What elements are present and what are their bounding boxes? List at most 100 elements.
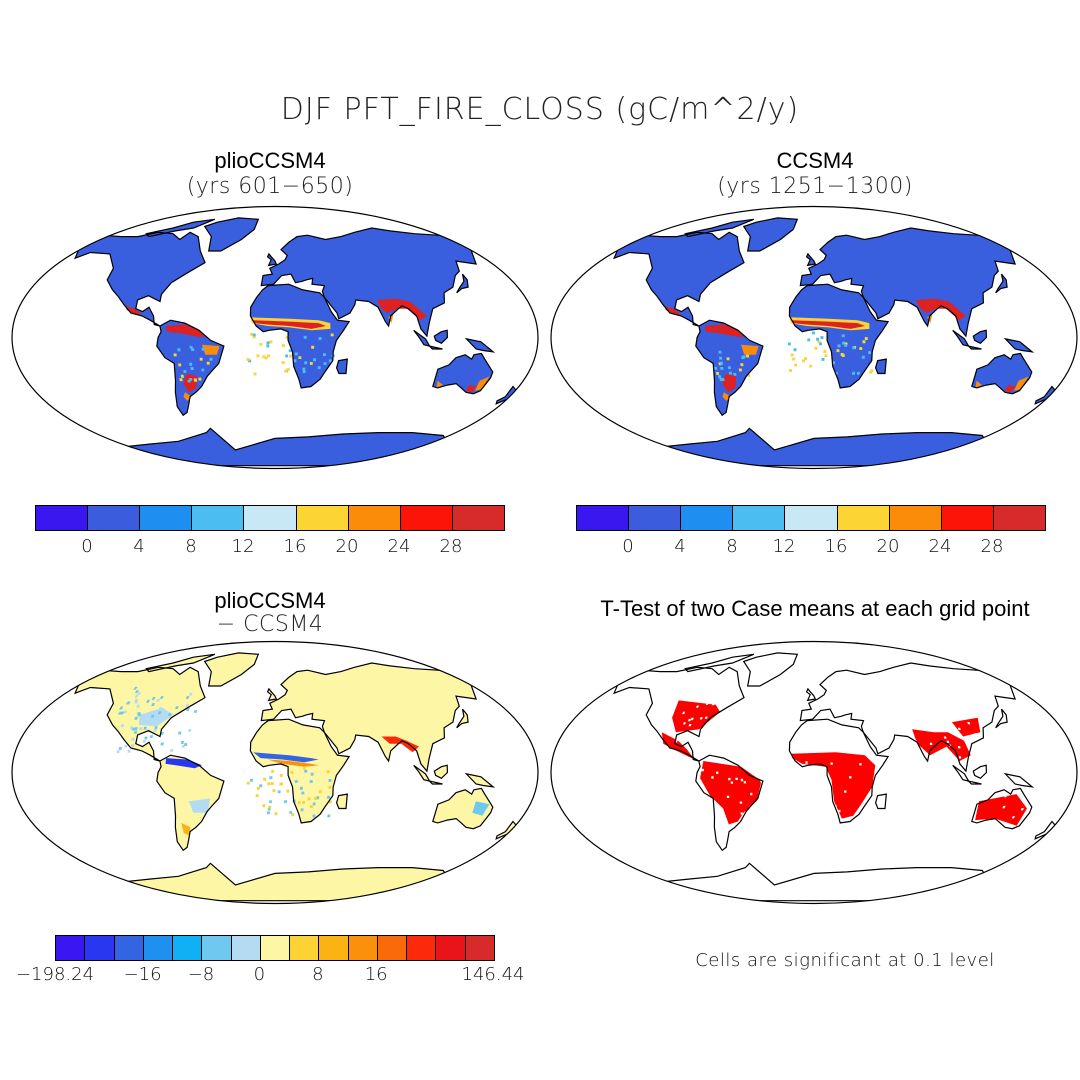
land-madagascar (336, 359, 348, 374)
land-africa (789, 284, 889, 388)
colorbar-swatch (56, 936, 86, 960)
sig-gap-cell (775, 704, 778, 707)
coastline-madagascar (874, 358, 887, 375)
diff-cell (301, 791, 305, 795)
sig-gap-cell (832, 737, 836, 740)
sig-gap-cell (958, 756, 962, 759)
figure-title: DJF PFT_FIRE_CLOSS (gC/m^2/y) (280, 92, 800, 127)
diff-cell (289, 811, 293, 814)
coastline-indonesia2 (966, 780, 982, 785)
colorbar-ccsm4-labels: 0 4 8 12 16 20 24 28 (576, 536, 1044, 562)
diff-cell (151, 697, 156, 700)
diff-cell (309, 805, 313, 809)
panel-4-title: T-Test of two Case means at each grid po… (600, 596, 1030, 621)
sig-gap-cell (862, 824, 865, 827)
sig-gap-cell (775, 737, 778, 740)
diff-cell (290, 770, 294, 774)
land-greenland (204, 652, 259, 686)
diff-cell (160, 742, 164, 746)
sig-gap-cell (956, 784, 959, 788)
diff-cell (143, 726, 147, 730)
coastline-southAmerica (695, 319, 764, 417)
land-newguinea (1005, 338, 1033, 352)
fire-cell (821, 358, 825, 361)
diff-cell (328, 785, 332, 789)
diff-cell (137, 692, 142, 695)
sig-gap-cell (689, 810, 693, 813)
coastline-indonesia1 (413, 764, 431, 783)
fire-aus-se (465, 385, 478, 393)
coastline-australia (432, 787, 494, 830)
fire-cell (285, 354, 289, 358)
diff-cell (131, 744, 135, 747)
sig-gap-cell (1015, 780, 1019, 784)
sig-gap-cell (735, 777, 738, 780)
fire-brazil-ne (202, 344, 220, 355)
diff-cell (120, 724, 125, 728)
fire-cell (180, 374, 184, 378)
fire-cell (727, 366, 731, 370)
coastline-newguinea (464, 772, 496, 788)
fire-cell (733, 373, 737, 376)
coastline-japan (995, 273, 1008, 294)
diff-cell (279, 774, 283, 777)
diff-cell (189, 692, 193, 696)
sig-gap-cell (921, 703, 925, 706)
map-border (11, 640, 539, 905)
coastline-borneo (972, 764, 988, 780)
fire-south-asia (377, 298, 427, 321)
diff-pos-south-asia (381, 736, 419, 753)
sig-gap-cell (830, 762, 833, 765)
colorbar-swatch (319, 936, 349, 960)
diff-cell (286, 789, 290, 793)
fire-cell (852, 371, 856, 375)
diff-cell (274, 812, 278, 816)
sig-gap-cell (1011, 816, 1015, 819)
land-northAmerica (75, 232, 205, 326)
diff-cell (268, 805, 272, 809)
fire-cell (322, 353, 326, 357)
sig-gap-cell (798, 729, 801, 732)
colorbar-tick-label: 8 (312, 964, 324, 985)
sig-gap-cell (1030, 771, 1033, 774)
diff-cell (272, 789, 276, 792)
sig-gap-cell (740, 778, 744, 782)
colorbar-swatch (733, 506, 786, 530)
panel-3-title: plioCCSM4 (214, 588, 326, 613)
sig-gap-cell (838, 809, 841, 813)
fire-cell (841, 334, 845, 338)
fire-cell (726, 357, 730, 361)
colorbar-tick-label: 16 (283, 536, 307, 557)
sig-gap-cell (997, 751, 1000, 755)
fire-cell (714, 366, 718, 370)
sig-gap-cell (687, 792, 691, 795)
panel-3-subtitle: − CCSM4 (216, 612, 324, 637)
sig-gap-cell (730, 720, 733, 723)
fire-cell (252, 333, 256, 337)
fire-cell (201, 368, 205, 372)
sig-gap-cell (729, 752, 733, 755)
panel-1-title: plioCCSM4 (214, 148, 326, 173)
colorbar-swatch (436, 936, 466, 960)
sig-gap-cell (664, 721, 668, 724)
sig-gap-cell (844, 790, 847, 793)
map-border (550, 205, 1078, 470)
sig-gap-cell (1030, 758, 1033, 762)
fire-cell (728, 371, 733, 375)
coastline-indonesia2 (966, 345, 982, 350)
fire-cell (189, 345, 193, 349)
land-antarctica (96, 428, 454, 466)
colorbar-plio (35, 505, 505, 531)
coastline-eurasia (799, 662, 1025, 773)
sig-gap-cell (978, 751, 982, 754)
colorbar-swatch (36, 506, 89, 530)
fire-cell (859, 347, 863, 350)
sig-gap-cell (924, 819, 927, 823)
land-eurasia (800, 228, 1024, 337)
land-indonesia2 (968, 781, 982, 784)
diff-cell (297, 801, 301, 805)
land-antarctica (635, 863, 993, 901)
diff-cell (302, 766, 306, 770)
fire-cell (792, 357, 796, 361)
diff-cell (118, 747, 122, 750)
